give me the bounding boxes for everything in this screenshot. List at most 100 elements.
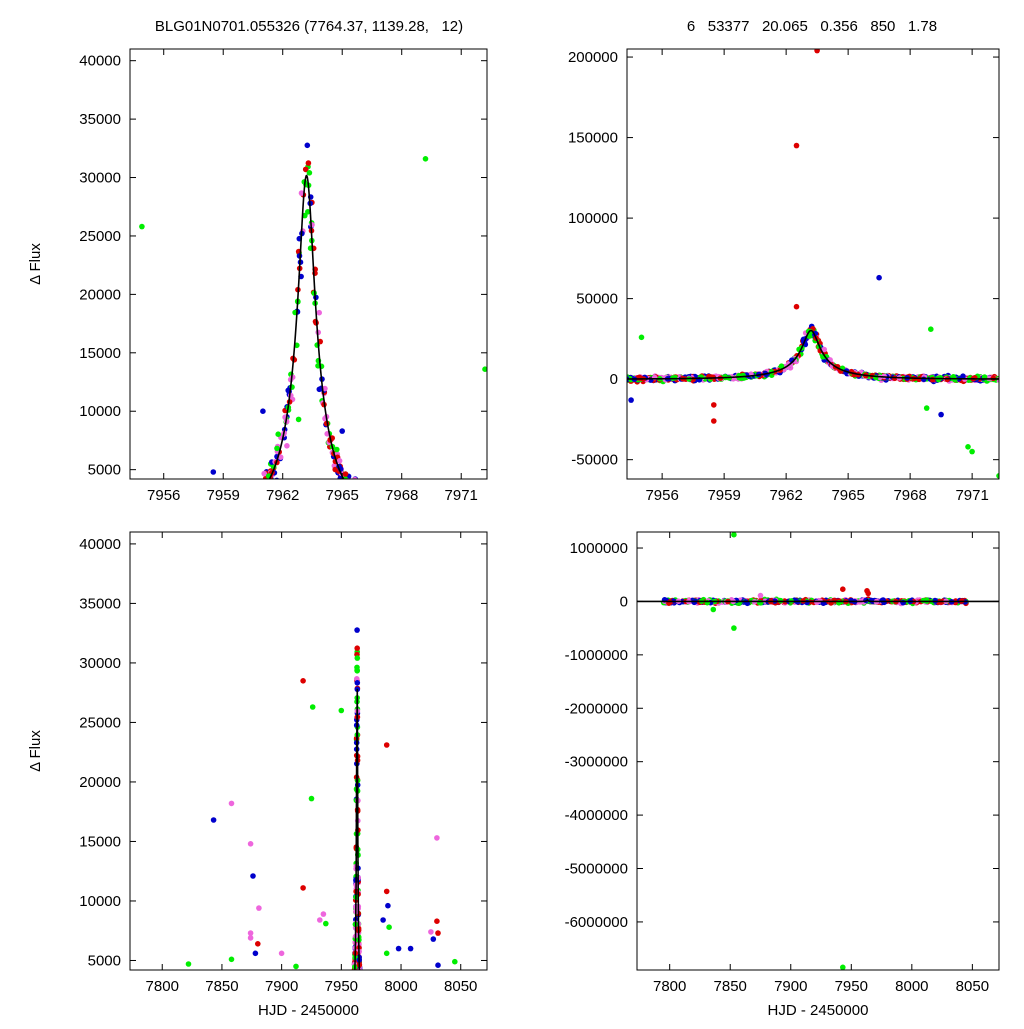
data-point [364, 1010, 370, 1016]
data-point [470, 527, 476, 533]
data-point [359, 993, 365, 999]
data-point [358, 994, 364, 1000]
data-point [365, 1010, 371, 1016]
x-tick-label: 7959 [707, 487, 740, 504]
data-point [451, 525, 457, 531]
data-point [400, 516, 406, 522]
data-point [274, 446, 280, 452]
data-point [141, 522, 147, 528]
data-point [475, 515, 481, 521]
data-point [161, 516, 167, 522]
y-tick-label: -4000000 [565, 807, 628, 824]
data-point [153, 534, 159, 540]
data-point [421, 529, 427, 535]
data-point [361, 1012, 367, 1018]
data-point [362, 1011, 368, 1017]
data-point [171, 515, 177, 521]
data-point [373, 500, 379, 506]
data-point [377, 501, 383, 507]
data-point [358, 995, 364, 1001]
data-point [369, 511, 375, 517]
data-point [359, 999, 365, 1005]
data-point [359, 996, 365, 1002]
data-point [167, 519, 173, 525]
data-point [360, 1007, 366, 1013]
data-point [366, 506, 372, 512]
data-point [358, 996, 364, 1002]
data-point [365, 1013, 371, 1019]
data-point [351, 994, 357, 1000]
data-point [440, 508, 446, 514]
y-tick-label: 30000 [79, 655, 121, 672]
data-point [199, 519, 205, 525]
data-point [422, 522, 428, 528]
data-point [396, 525, 402, 531]
x-tick-label: 7971 [445, 487, 478, 504]
data-point [362, 512, 368, 518]
data-point [364, 997, 370, 1003]
data-point [347, 1019, 353, 1024]
data-point [404, 516, 410, 522]
x-tick-label: 8050 [444, 978, 477, 995]
data-point [171, 526, 177, 532]
x-axis-label: HJD - 2450000 [258, 1002, 359, 1019]
data-point [362, 505, 368, 511]
data-point [186, 509, 192, 515]
x-tick-label: 7900 [265, 978, 298, 995]
data-point [359, 1016, 365, 1022]
data-point [227, 520, 233, 526]
data-point [181, 524, 187, 530]
outlier-point [969, 449, 975, 455]
data-point [237, 523, 243, 529]
data-point [472, 522, 478, 528]
data-point [170, 516, 176, 522]
data-point [409, 522, 415, 528]
data-point [140, 521, 146, 527]
data-point [196, 519, 202, 525]
data-point [359, 1011, 365, 1017]
data-point [425, 533, 431, 539]
data-point [376, 506, 382, 512]
data-point [365, 1018, 371, 1024]
data-point [469, 520, 475, 526]
data-point [145, 517, 151, 523]
data-point [359, 997, 365, 1003]
y-tick-label: 10000 [79, 893, 121, 910]
data-point [362, 1013, 368, 1019]
data-point [135, 522, 141, 528]
outlier-point [317, 917, 323, 923]
data-point [448, 521, 454, 527]
data-point [363, 1021, 369, 1025]
data-point [362, 1013, 368, 1019]
data-point [423, 522, 429, 528]
data-point [429, 518, 435, 524]
data-point [363, 1016, 369, 1022]
data-point [363, 1003, 369, 1009]
x-tick-label: 7850 [714, 978, 747, 995]
data-point [158, 513, 164, 519]
outlier-point [731, 532, 737, 538]
data-point [363, 1010, 369, 1016]
outlier-point [408, 946, 414, 952]
data-point [360, 1012, 366, 1018]
data-point [363, 1008, 369, 1014]
data-point [181, 522, 187, 528]
data-point [435, 521, 441, 527]
bottom-right-plot-area [637, 532, 999, 970]
data-point [361, 1008, 367, 1014]
data-point [360, 1013, 366, 1019]
data-point [368, 505, 374, 511]
data-point [370, 512, 376, 518]
data-point [463, 526, 469, 532]
data-point [362, 1019, 368, 1024]
data-point [414, 508, 420, 514]
x-tick-label: 7965 [326, 487, 359, 504]
data-point [176, 514, 182, 520]
outlier-point [938, 412, 944, 418]
data-point [362, 998, 368, 1004]
data-point [434, 521, 440, 527]
data-point [344, 1020, 350, 1024]
outlier-point [248, 841, 254, 847]
data-point [360, 500, 366, 506]
data-point [348, 995, 354, 1001]
